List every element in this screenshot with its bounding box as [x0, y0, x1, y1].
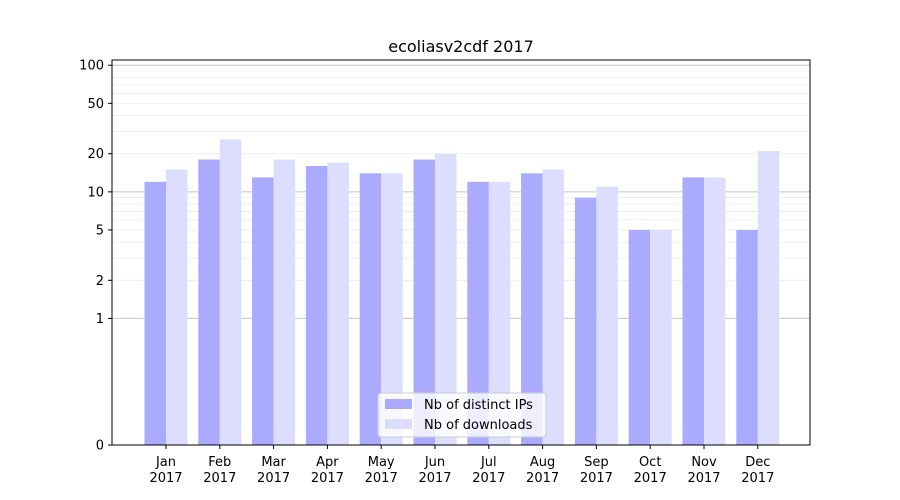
- x-tick-label: Jul 2017: [472, 455, 505, 486]
- legend-swatch: [385, 399, 412, 409]
- y-tick-label: 10: [87, 185, 104, 200]
- x-tick-label: Nov 2017: [687, 455, 720, 486]
- bar-distinct-ips: [198, 159, 220, 445]
- bar-distinct-ips: [736, 229, 758, 445]
- x-tick-label: Apr 2017: [311, 455, 344, 486]
- plot-frame: [111, 59, 811, 446]
- bar-downloads: [327, 162, 349, 445]
- legend-box: [377, 392, 547, 438]
- bar-distinct-ips: [467, 181, 489, 445]
- x-tick-label: Jun 2017: [418, 455, 451, 486]
- y-tick-label: 20: [87, 147, 104, 162]
- bar-distinct-ips: [628, 229, 651, 445]
- y-tick-label: 1: [96, 312, 104, 327]
- bar-distinct-ips: [252, 177, 274, 446]
- bar-downloads: [166, 169, 188, 445]
- bar-downloads: [273, 159, 296, 445]
- x-tick-label: Oct 2017: [634, 455, 667, 486]
- y-tick-label: 100: [79, 59, 104, 74]
- bar-downloads: [219, 139, 242, 445]
- y-tick-label: 0: [96, 439, 104, 454]
- y-tick-label: 2: [96, 274, 104, 289]
- bar-downloads: [704, 177, 726, 446]
- x-tick-label: Feb 2017: [203, 455, 236, 486]
- legend: Nb of distinct IPs Nb of downloads: [377, 392, 547, 438]
- chart-title: ecoliasv2cdf 2017: [388, 37, 534, 56]
- legend-label: Nb of distinct IPs: [424, 398, 533, 413]
- bar-downloads: [435, 153, 457, 446]
- bar-distinct-ips: [305, 165, 328, 446]
- bar-downloads: [488, 181, 511, 445]
- legend-label: Nb of downloads: [424, 418, 533, 433]
- bar-distinct-ips: [682, 177, 704, 446]
- legend-swatch: [385, 419, 412, 429]
- x-axis: Jan 2017 Feb 2017 Mar 2017 Apr 2017 May 2017 Jun 20…: [149, 445, 774, 486]
- x-tick-label: Dec 2017: [741, 455, 774, 486]
- bar-distinct-ips: [359, 173, 382, 445]
- bar-distinct-ips: [521, 173, 543, 445]
- bar-distinct-ips: [144, 181, 166, 445]
- x-tick-label: Jan 2017: [149, 455, 182, 486]
- x-tick-label: Aug 2017: [526, 455, 559, 486]
- y-tick-label: 5: [96, 223, 104, 238]
- y-axis: 0 1 2 5 10 20 50 100: [79, 59, 112, 454]
- bar-downloads: [757, 151, 780, 445]
- x-tick-label: Mar 2017: [257, 455, 290, 486]
- bar-downloads: [542, 169, 565, 445]
- bar-distinct-ips: [413, 159, 435, 445]
- bar-downloads: [650, 229, 672, 445]
- bar-distinct-ips: [574, 197, 597, 445]
- bar-downloads: [381, 173, 403, 445]
- y-tick-label: 50: [87, 97, 104, 112]
- x-tick-label: Sep 2017: [580, 455, 613, 486]
- x-tick-label: May 2017: [365, 455, 398, 486]
- bars: [144, 139, 780, 446]
- bar-downloads: [596, 186, 618, 446]
